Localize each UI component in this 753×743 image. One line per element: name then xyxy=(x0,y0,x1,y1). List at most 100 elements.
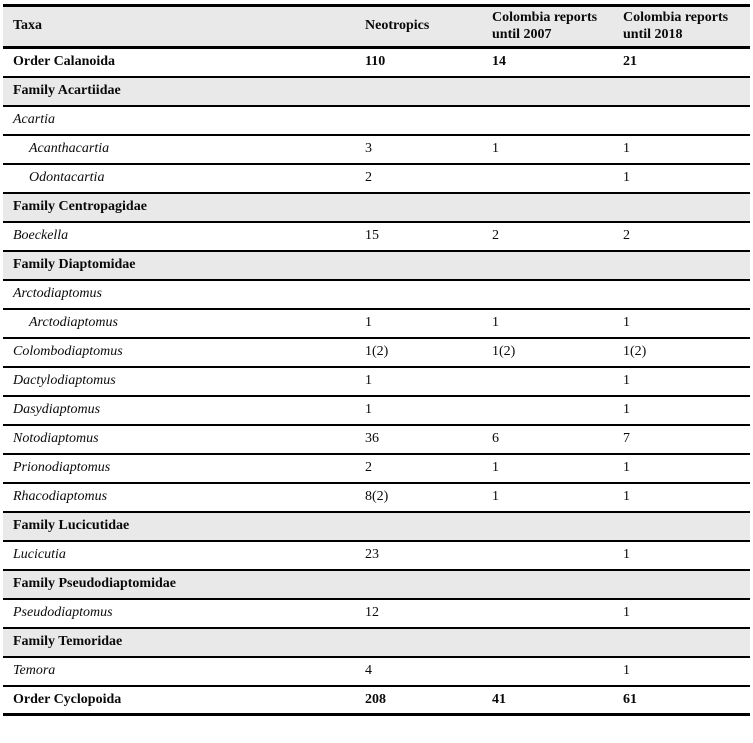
value-cell-until2018: 1(2) xyxy=(623,344,647,359)
taxa-cell: Dactylodiaptomus xyxy=(13,373,116,388)
table-row-order: Order Calanoida 110 14 21 xyxy=(3,47,750,77)
value-cell-neotropics xyxy=(358,106,485,135)
family-section-label: Family Acartiidae xyxy=(3,76,750,106)
value-cell-until2007: 41 xyxy=(492,691,506,707)
table-row-family: Family Lucicutidae xyxy=(3,511,750,541)
value-cell-until2007: 1 xyxy=(492,489,499,504)
table-row-genus: Prionodiaptomus 2 1 1 xyxy=(3,453,750,483)
value-cell-neotropics: 4 xyxy=(365,663,372,678)
table-row-genus: Dactylodiaptomus 1 1 xyxy=(3,366,750,396)
value-cell-until2018: 7 xyxy=(623,431,630,446)
value-cell-until2007: 1(2) xyxy=(492,344,516,359)
value-cell-until2007: 6 xyxy=(492,431,499,446)
value-cell-neotropics: 3 xyxy=(365,141,372,156)
value-cell-neotropics: 1 xyxy=(365,402,372,417)
taxa-cell: Lucicutia xyxy=(13,547,66,562)
taxa-cell: Odontacartia xyxy=(29,170,105,185)
value-cell-until2018: 1 xyxy=(623,547,630,562)
value-cell-neotropics: 2 xyxy=(365,460,372,475)
value-cell-until2007 xyxy=(485,541,616,570)
taxa-cell: Rhacodiaptomus xyxy=(13,489,108,504)
table-row-genus: Notodiaptomus 36 6 7 xyxy=(3,424,750,454)
value-cell-neotropics: 2 xyxy=(365,170,372,185)
value-cell-until2018: 1 xyxy=(623,315,630,330)
value-cell-neotropics: 1(2) xyxy=(365,344,389,359)
family-section-label: Family Temoridae xyxy=(3,627,750,657)
value-cell-until2007: 1 xyxy=(492,141,499,156)
value-cell-until2018: 1 xyxy=(623,489,630,504)
table-row-genus: Dasydiaptomus 1 1 xyxy=(3,395,750,425)
value-cell-until2018: 1 xyxy=(623,663,630,678)
value-cell-neotropics xyxy=(358,280,485,309)
value-cell-neotropics: 8(2) xyxy=(365,489,389,504)
table-row-genus: Pseudodiaptomus 12 1 xyxy=(3,598,750,628)
taxa-cell: Acartia xyxy=(13,112,55,127)
value-cell-until2007 xyxy=(485,657,616,686)
table-row-order: Order Cyclopoida 208 41 61 xyxy=(3,685,750,715)
value-cell-neotropics: 15 xyxy=(365,228,379,243)
table-row-subgenus: Arctodiaptomus 1 1 1 xyxy=(3,308,750,338)
value-cell-neotropics: 36 xyxy=(365,431,379,446)
table-row-genus: Rhacodiaptomus 8(2) 1 1 xyxy=(3,482,750,512)
table-header: Taxa Neotropics Colombia reports until 2… xyxy=(3,5,750,49)
table-row-genus: Arctodiaptomus xyxy=(3,279,750,309)
value-cell-until2018: 1 xyxy=(623,373,630,388)
value-cell-until2018 xyxy=(616,280,750,309)
value-cell-until2018: 61 xyxy=(623,691,637,707)
value-cell-until2007 xyxy=(485,396,616,425)
value-cell-neotropics: 23 xyxy=(365,547,379,562)
value-cell-until2007 xyxy=(485,164,616,193)
value-cell-until2018: 1 xyxy=(623,460,630,475)
taxa-cell: Colombodiaptomus xyxy=(13,344,123,359)
table-row-subgenus: Acanthacartia 3 1 1 xyxy=(3,134,750,164)
taxa-cell: Dasydiaptomus xyxy=(13,402,101,417)
table-row-family: Family Diaptomidae xyxy=(3,250,750,280)
value-cell-neotropics: 1 xyxy=(365,373,372,388)
table-row-genus: Lucicutia 23 1 xyxy=(3,540,750,570)
value-cell-neotropics: 1 xyxy=(365,315,372,330)
value-cell-until2018: 1 xyxy=(623,170,630,185)
family-section-label: Family Diaptomidae xyxy=(3,250,750,280)
taxa-cell: Pseudodiaptomus xyxy=(13,605,113,620)
value-cell-until2007: 1 xyxy=(492,315,499,330)
value-cell-until2007: 14 xyxy=(492,54,506,70)
value-cell-until2018: 1 xyxy=(623,402,630,417)
family-section-label: Family Pseudodiaptomidae xyxy=(3,569,750,599)
value-cell-neotropics: 208 xyxy=(365,691,386,707)
table-row-subgenus: Odontacartia 2 1 xyxy=(3,163,750,193)
family-section-label: Family Lucicutidae xyxy=(3,511,750,541)
table-row-family: Family Temoridae xyxy=(3,627,750,657)
table-body: Order Calanoida 110 14 21 Family Acartiidae A… xyxy=(3,47,750,715)
taxa-cell: Prionodiaptomus xyxy=(13,460,111,475)
table-row-genus: Acartia xyxy=(3,105,750,135)
value-cell-until2018: 1 xyxy=(623,605,630,620)
column-header-colombia-2018: Colombia reports until 2018 xyxy=(616,5,750,49)
header-row: Taxa Neotropics Colombia reports until 2… xyxy=(3,5,750,49)
table-row-family: Family Acartiidae xyxy=(3,76,750,106)
table-row-family: Family Pseudodiaptomidae xyxy=(3,569,750,599)
value-cell-until2007: 2 xyxy=(492,228,499,243)
table-row-genus: Colombodiaptomus 1(2) 1(2) 1(2) xyxy=(3,337,750,367)
column-header-colombia-2007: Colombia reports until 2007 xyxy=(485,5,616,49)
taxa-cell: Arctodiaptomus xyxy=(13,286,102,301)
table-row-genus: Boeckella 15 2 2 xyxy=(3,221,750,251)
table-row-genus: Temora 4 1 xyxy=(3,656,750,686)
table-row-family: Family Centropagidae xyxy=(3,192,750,222)
family-section-label: Family Centropagidae xyxy=(3,192,750,222)
value-cell-until2007 xyxy=(485,367,616,396)
value-cell-until2007 xyxy=(485,280,616,309)
value-cell-neotropics: 110 xyxy=(365,54,386,70)
taxa-cell: Arctodiaptomus xyxy=(29,315,118,330)
taxa-cell: Notodiaptomus xyxy=(13,431,99,446)
value-cell-until2018: 2 xyxy=(623,228,630,243)
value-cell-neotropics: 12 xyxy=(365,605,379,620)
value-cell-until2007: 1 xyxy=(492,460,499,475)
column-header-neotropics: Neotropics xyxy=(358,5,485,49)
taxa-counts-table: Taxa Neotropics Colombia reports until 2… xyxy=(3,4,750,716)
taxa-cell: Acanthacartia xyxy=(29,141,110,156)
column-header-taxa: Taxa xyxy=(3,5,358,49)
taxa-cell: Boeckella xyxy=(13,228,69,243)
taxa-cell: Order Calanoida xyxy=(13,54,116,70)
value-cell-until2007 xyxy=(485,106,616,135)
